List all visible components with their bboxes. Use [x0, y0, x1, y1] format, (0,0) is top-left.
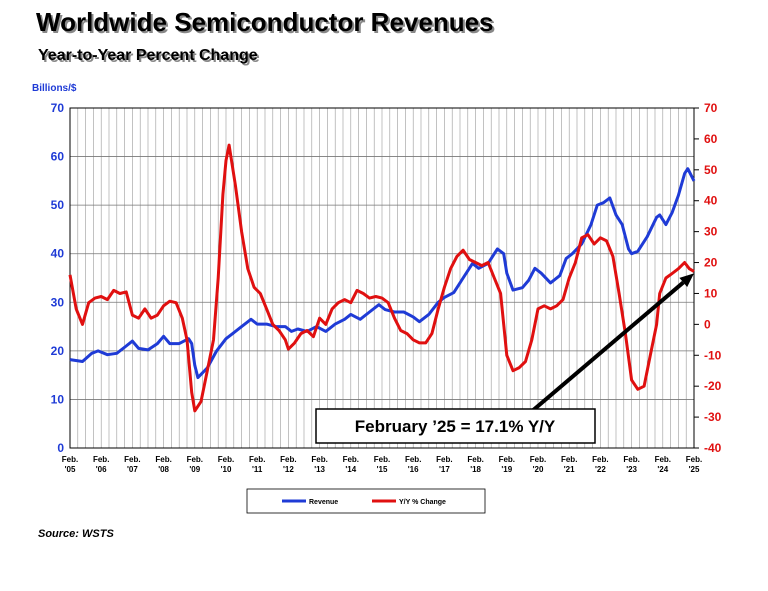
x-tick-label-year: '07	[127, 465, 138, 474]
legend: Revenue Y/Y % Change	[246, 488, 486, 514]
y-axis-label: Billions/$	[32, 83, 77, 94]
series-line-revenue	[69, 167, 696, 380]
y-tick-label-left: 10	[51, 392, 65, 406]
x-tick-label-year: '23	[626, 465, 637, 474]
x-tick-label-month: Feb.	[374, 455, 390, 464]
x-tick-label-month: Feb.	[249, 455, 265, 464]
y-tick-label-right: -20	[704, 379, 722, 393]
x-tick-label-year: '17	[439, 465, 450, 474]
x-tick-label-year: '06	[96, 465, 107, 474]
x-tick-label-year: '11	[252, 465, 263, 474]
x-tick-label-month: Feb.	[655, 455, 671, 464]
x-tick-label-year: '25	[689, 465, 700, 474]
x-tick-label-month: Feb.	[343, 455, 359, 464]
x-tick-label-month: Feb.	[561, 455, 577, 464]
source-note: Source: WSTS	[38, 528, 114, 540]
x-tick-label-month: Feb.	[623, 455, 639, 464]
y-tick-label-right: -10	[704, 348, 722, 362]
x-tick-label-year: '16	[408, 465, 419, 474]
y-tick-label-left: 60	[51, 150, 65, 164]
annotation-box	[315, 408, 596, 444]
x-tick-label-year: '12	[283, 465, 294, 474]
y-tick-label-right: 10	[704, 286, 718, 300]
x-tick-label-month: Feb.	[405, 455, 421, 464]
y-tick-label-right: 20	[704, 256, 718, 270]
x-tick-label-year: '19	[501, 465, 512, 474]
x-tick-label-month: Feb.	[93, 455, 109, 464]
grid	[69, 107, 695, 449]
legend-label-yy-change: Y/Y % Change	[399, 499, 446, 506]
x-tick-label-year: '24	[657, 465, 668, 474]
x-tick-label-year: '20	[533, 465, 544, 474]
x-tick-label-year: '15	[377, 465, 388, 474]
y-tick-label-left: 40	[51, 247, 65, 261]
x-tick-label-month: Feb.	[62, 455, 78, 464]
x-tick-label-year: '14	[345, 465, 356, 474]
y-tick-label-left: 0	[57, 441, 64, 455]
x-tick-label-year: '21	[564, 465, 575, 474]
x-tick-label-month: Feb.	[218, 455, 234, 464]
legend-label-revenue: Revenue	[309, 499, 338, 506]
y-tick-label-right: -30	[704, 410, 722, 424]
x-tick-label-month: Feb.	[530, 455, 546, 464]
y-tick-label-right: 50	[704, 163, 718, 177]
y-tick-label-right: 0	[704, 317, 711, 331]
x-tick-label-year: '22	[595, 465, 606, 474]
x-tick-label-month: Feb.	[311, 455, 327, 464]
x-tick-label-month: Feb.	[686, 455, 702, 464]
y-tick-label-left: 30	[51, 295, 65, 309]
x-tick-label-year: '08	[158, 465, 169, 474]
x-tick-label-month: Feb.	[155, 455, 171, 464]
x-tick-label-month: Feb.	[124, 455, 140, 464]
y-tick-label-right: -40	[704, 441, 722, 455]
x-tick-label-year: '05	[65, 465, 76, 474]
y-tick-label-right: 60	[704, 132, 718, 146]
y-tick-label-right: 40	[704, 194, 718, 208]
x-tick-label-year: '13	[314, 465, 325, 474]
chart-subtitle: Year-to-Year Percent Change	[38, 47, 258, 64]
y-tick-label-left: 70	[51, 101, 65, 115]
y-tick-label-left: 50	[51, 198, 65, 212]
chart-title-shadow: Worldwide Semiconductor Revenues	[38, 9, 496, 39]
y-ticks-right: -40 -30 -20 -10 0 10 20 30 40 50 60 70	[694, 101, 722, 455]
chart-title: Worldwide Semiconductor Revenues	[36, 7, 494, 37]
x-tick-label-month: Feb.	[592, 455, 608, 464]
y-tick-label-right: 30	[704, 225, 718, 239]
x-tick-label-month: Feb.	[436, 455, 452, 464]
x-tick-label-year: '10	[221, 465, 232, 474]
y-tick-label-right: 70	[704, 101, 718, 115]
annotation-text: February ’25 = 17.1% Y/Y	[355, 417, 556, 436]
x-tick-label-year: '09	[189, 465, 200, 474]
x-tick-label-month: Feb.	[187, 455, 203, 464]
x-tick-label-month: Feb.	[467, 455, 483, 464]
x-tick-label-month: Feb.	[280, 455, 296, 464]
x-ticks: Feb.'05Feb.'06Feb.'07Feb.'08Feb.'09Feb.'…	[62, 455, 702, 474]
y-tick-label-left: 20	[51, 344, 65, 358]
series-line-yy-change	[68, 143, 695, 413]
x-tick-label-year: '18	[470, 465, 481, 474]
annotation-arrowhead	[679, 273, 694, 287]
x-tick-label-month: Feb.	[499, 455, 515, 464]
annotation-arrow	[505, 280, 685, 435]
y-ticks-left: 0 10 20 30 40 50 60 70	[51, 101, 65, 455]
chart-subtitle-shadow: Year-to-Year Percent Change	[40, 49, 260, 66]
